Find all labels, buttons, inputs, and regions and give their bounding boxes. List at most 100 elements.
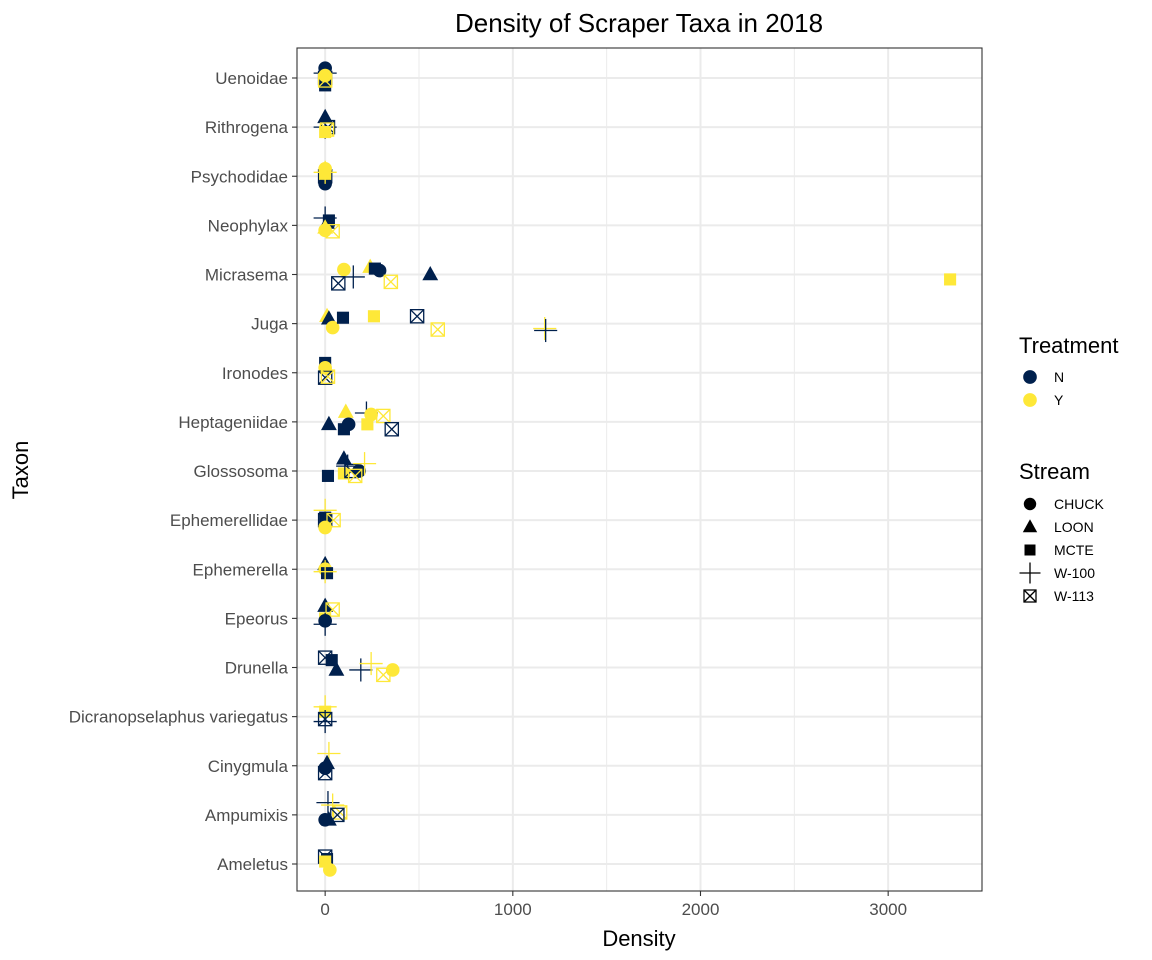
data-point: [331, 276, 346, 291]
y-tick-label: Glossosoma: [194, 462, 289, 481]
legend-item-label: N: [1054, 369, 1064, 385]
y-tick-label: Ephemerellidae: [170, 511, 288, 530]
legend-stream: Stream CHUCK LOON MCTE W-100 W-113: [1019, 459, 1104, 604]
legend-key: [1023, 370, 1037, 384]
data-point: [384, 421, 400, 437]
data-point: [533, 316, 557, 341]
data-point: [325, 224, 340, 239]
y-tick-label: Drunella: [225, 659, 289, 678]
data-point: [320, 369, 336, 384]
y-tick-label: Ephemerella: [193, 560, 289, 579]
data-point: [313, 612, 337, 636]
data-point: [325, 320, 340, 335]
data-point: [422, 265, 439, 281]
legend-item-label: CHUCK: [1054, 496, 1104, 512]
y-tick-label: Micrasema: [205, 266, 289, 285]
data-point: [944, 273, 957, 286]
data-point: [313, 709, 337, 734]
data-point: [376, 408, 391, 424]
data-point: [430, 322, 446, 337]
data-point: [383, 274, 399, 290]
legend-key: [1024, 544, 1036, 556]
chart-title: Density of Scraper Taxa in 2018: [455, 8, 823, 38]
data-point: [320, 415, 337, 431]
data-point: [349, 658, 373, 682]
y-axis: Ameletus Ampumixis Cinygmula Dicranopselaph…: [69, 69, 297, 874]
y-tick-label: Ampumixis: [205, 806, 288, 825]
x-axis: 0 1000 2000 3000: [320, 891, 907, 919]
legend-treatment-items: NY: [1023, 369, 1064, 408]
data-point: [318, 812, 332, 827]
y-tick-label: Uenoidae: [215, 69, 288, 88]
data-point: [319, 79, 332, 92]
legend-stream-title: Stream: [1019, 459, 1090, 484]
legend-key: [1023, 589, 1037, 603]
data-point: [320, 567, 334, 580]
y-tick-label: Neophylax: [208, 216, 289, 235]
data-point: [364, 407, 378, 422]
data-point: [325, 654, 338, 667]
data-point: [318, 68, 332, 83]
legend-key: [1023, 497, 1037, 511]
data-point: [318, 761, 332, 776]
data-point: [367, 310, 380, 323]
y-tick-label: Epeorus: [225, 609, 288, 628]
data-point: [321, 793, 345, 817]
y-tick-label: Psychodidae: [191, 167, 288, 186]
legend-key: [1022, 519, 1038, 533]
legend-key: [1019, 562, 1041, 584]
y-tick-label: Heptageniidae: [178, 413, 288, 432]
legend-item-label: W-113: [1054, 588, 1094, 604]
legend-item-label: MCTE: [1054, 542, 1094, 558]
legend-key: [1023, 393, 1037, 407]
data-point: [317, 597, 334, 612]
data-point: [313, 160, 337, 184]
data-point: [326, 512, 341, 528]
data-point: [409, 309, 425, 324]
plot-border: [296, 47, 983, 892]
x-tick-label: 3000: [869, 900, 907, 919]
legend-treatment: Treatment NY: [1019, 333, 1118, 408]
data-point: [316, 791, 340, 815]
data-point: [361, 418, 374, 431]
legend-stream-items: CHUCK LOON MCTE W-100 W-113: [1019, 496, 1104, 604]
y-axis-title: Taxon: [8, 441, 33, 500]
data-point: [325, 602, 340, 617]
data-point: [341, 417, 356, 432]
x-tick-label: 0: [320, 900, 329, 919]
data-point: [372, 263, 387, 278]
data-point: [341, 265, 365, 289]
data-point: [347, 468, 363, 484]
data-point: [385, 663, 400, 677]
y-tick-label: Ironodes: [222, 364, 288, 383]
data-point: [317, 73, 333, 88]
data-point: [337, 262, 351, 277]
data-point: [353, 452, 377, 476]
x-axis-title: Density: [602, 926, 675, 951]
legend-item-label: W-100: [1054, 565, 1095, 581]
y-tick-label: Juga: [251, 315, 288, 334]
y-tick-label: Dicranopselaphus variegatus: [69, 708, 288, 727]
data-point: [319, 122, 335, 137]
data-point: [321, 469, 335, 482]
data-point: [336, 311, 350, 324]
data-point: [328, 661, 345, 676]
data-point: [359, 652, 383, 676]
y-tick-label: Cinygmula: [208, 757, 289, 776]
data-point: [317, 765, 333, 781]
x-tick-label: 2000: [682, 900, 720, 919]
data-point: [337, 467, 350, 480]
legend-item-label: LOON: [1054, 519, 1094, 535]
data-points: [313, 61, 957, 877]
y-tick-label: Rithrogena: [205, 118, 289, 137]
gridlines: [297, 48, 982, 891]
data-point: [318, 520, 332, 535]
plot-panel: [296, 47, 983, 892]
data-point: [337, 403, 354, 418]
legend-item-label: Y: [1054, 392, 1064, 408]
x-tick-label: 1000: [494, 900, 532, 919]
data-point: [534, 318, 558, 343]
y-tick-label: Ameletus: [217, 855, 288, 874]
